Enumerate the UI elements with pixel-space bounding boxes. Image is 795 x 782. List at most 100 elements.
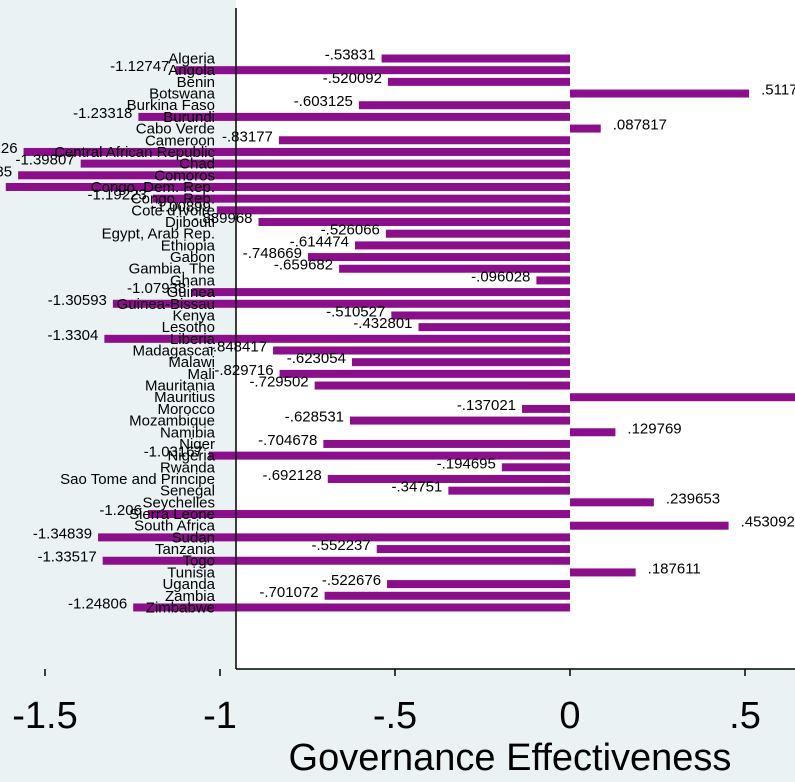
value-label: -1.33517	[37, 549, 96, 566]
x-ticks-group: -1.5-1-.50.51	[12, 669, 761, 737]
bar	[570, 428, 616, 437]
value-label: -.096028	[471, 268, 530, 285]
bar	[98, 533, 570, 542]
bar	[18, 171, 571, 180]
bar	[138, 112, 570, 121]
value-label: .239653	[666, 490, 720, 507]
category-label: Lesotho	[162, 319, 215, 336]
bar	[324, 591, 570, 600]
bar	[314, 381, 570, 390]
category-label: Sierra Leone	[129, 506, 215, 523]
bar	[522, 404, 570, 413]
category-label: Mauritania	[145, 378, 216, 395]
category-label: Mauritius	[154, 389, 215, 406]
value-label: -.137021	[457, 397, 516, 414]
category-label: Namibia	[160, 424, 216, 441]
category-label: Togo	[182, 553, 215, 570]
bar	[147, 510, 570, 519]
value-label: -.659682	[274, 257, 333, 274]
bar	[104, 334, 571, 343]
category-label: Sudan	[172, 529, 215, 546]
bar	[80, 159, 571, 168]
value-label: .187611	[648, 560, 701, 577]
bar	[354, 241, 570, 250]
value-label: -1.56126	[0, 140, 18, 157]
bar	[570, 124, 601, 133]
bar	[448, 486, 570, 495]
bar	[385, 229, 570, 238]
category-label: Burkina Faso	[127, 97, 215, 114]
bar	[418, 323, 570, 332]
category-label: Uganda	[162, 576, 215, 593]
category-label: Nigeria	[167, 448, 215, 465]
bar	[536, 276, 570, 285]
category-label: Algeria	[168, 51, 215, 68]
x-tick-label: -.5	[373, 695, 417, 737]
value-label: -.194695	[437, 455, 496, 472]
value-label: -.603125	[294, 93, 353, 110]
value-label: -.552237	[312, 537, 371, 554]
bar	[192, 288, 570, 297]
category-label: Cabo Verde	[136, 121, 215, 138]
value-label: -1.12747	[110, 58, 169, 75]
bar	[387, 77, 570, 86]
category-label: Cote d'Ivoire	[131, 202, 215, 219]
value-label: -.83177	[222, 128, 273, 145]
category-label: Kenya	[172, 307, 215, 324]
category-label: Botswana	[149, 86, 216, 103]
bar	[278, 136, 570, 145]
category-label: Gambia, The	[129, 261, 215, 278]
category-label: Zambia	[165, 588, 216, 605]
x-tick-label: .5	[729, 695, 761, 737]
x-tick-label: 0	[559, 695, 580, 737]
value-label: -1.19223	[88, 187, 147, 204]
bar	[307, 253, 570, 262]
category-label: Benin	[177, 74, 215, 91]
value-label: -.614474	[290, 233, 349, 250]
bar	[501, 463, 570, 472]
category-label: Cameroon	[145, 132, 215, 149]
category-label: Morocco	[157, 401, 215, 418]
bar	[570, 498, 654, 507]
bar	[273, 346, 570, 355]
value-label: .129769	[627, 420, 681, 437]
category-label: Guinea	[167, 284, 216, 301]
value-label: -.623054	[287, 350, 346, 367]
bar	[570, 89, 750, 98]
category-label: Rwanda	[160, 459, 216, 476]
value-label: -.34751	[391, 479, 442, 496]
category-label: Comoros	[154, 167, 215, 184]
value-label: -.848417	[208, 339, 267, 356]
bar	[387, 580, 570, 589]
value-label: -1.03167	[144, 444, 203, 461]
category-label: Tunisia	[167, 564, 215, 581]
category-label: Central African Republic	[54, 144, 215, 161]
value-label: -1.206	[99, 502, 142, 519]
bar	[5, 182, 571, 191]
value-label: -.520092	[323, 70, 382, 87]
value-labels-group: -.53831 -1.12747 -.520092 .511753 -.603125 -1…	[0, 47, 795, 613]
category-label: Congo, Rep.	[131, 191, 215, 208]
category-label: Djibouti	[165, 214, 215, 231]
bar	[327, 474, 570, 483]
bar	[216, 206, 570, 215]
category-label: Seychelles	[142, 494, 215, 511]
value-label: .511753	[761, 82, 795, 99]
category-label: Chad	[179, 156, 215, 173]
bars-group	[5, 54, 795, 612]
category-label: Angola	[168, 62, 215, 79]
value-label: -.432801	[353, 315, 412, 332]
bar	[350, 416, 570, 425]
value-label: -.748669	[243, 245, 302, 262]
bar	[358, 101, 570, 110]
value-label: -1.34839	[33, 525, 92, 542]
value-label: -1.57685	[0, 163, 12, 180]
value-label: -.510527	[326, 303, 385, 320]
bar	[351, 358, 570, 367]
value-label: -.628531	[285, 409, 344, 426]
bar	[570, 521, 729, 530]
bar	[323, 439, 570, 448]
bar	[208, 451, 571, 460]
value-label: -.889968	[193, 210, 252, 227]
